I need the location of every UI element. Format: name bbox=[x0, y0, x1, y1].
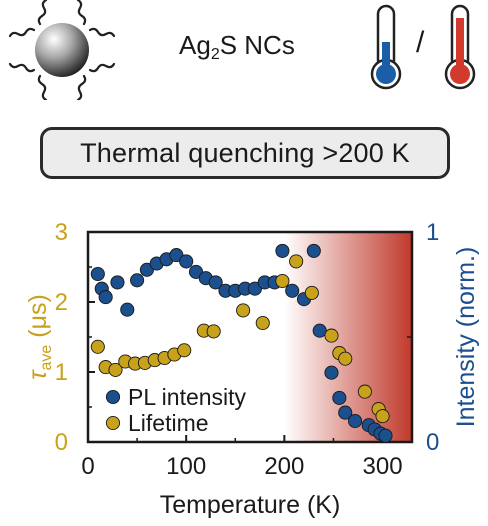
lifetime-point bbox=[236, 303, 251, 318]
pl-intensity-point bbox=[324, 365, 339, 380]
pl-intensity-point bbox=[312, 323, 327, 338]
y-left-axis-title: τave (μs) bbox=[24, 294, 55, 380]
pl-intensity-point bbox=[338, 405, 353, 420]
pl-intensity-point bbox=[120, 302, 135, 317]
lifetime-point bbox=[357, 384, 372, 399]
pl-intensity-point bbox=[169, 248, 184, 263]
x-tick-label: 200 bbox=[264, 453, 304, 480]
lifetime-point bbox=[90, 339, 105, 354]
material-label: Ag2S NCs bbox=[179, 30, 295, 63]
hot-thermometer-icon bbox=[444, 4, 476, 90]
y-left-tick-label: 2 bbox=[55, 289, 68, 316]
pl-intensity-point bbox=[98, 290, 113, 305]
pl-intensity-point bbox=[247, 281, 262, 296]
y-right-tick-label: 0 bbox=[426, 429, 439, 456]
x-tick-label: 0 bbox=[81, 453, 94, 480]
x-axis-title: Temperature (K) bbox=[160, 491, 341, 519]
lifetime-point bbox=[255, 315, 270, 331]
pl-intensity-point bbox=[90, 266, 105, 282]
legend-label: PL intensity bbox=[128, 384, 247, 410]
pl-intensity-point bbox=[188, 264, 204, 279]
y-left-tick-label: 1 bbox=[55, 359, 68, 386]
legend-label: Lifetime bbox=[128, 410, 209, 436]
pl-intensity-point bbox=[275, 243, 290, 258]
lifetime-point bbox=[338, 351, 353, 366]
lifetime-point bbox=[304, 285, 319, 300]
pl-intensity-point bbox=[179, 254, 194, 269]
x-tick-label: 300 bbox=[363, 453, 403, 480]
pl-intensity-point bbox=[332, 390, 347, 405]
pl-intensity-point bbox=[306, 243, 321, 258]
pl-intensity-point bbox=[285, 283, 300, 298]
y-right-axis-title: Intensity (norm.) bbox=[452, 247, 480, 428]
cold-thermometer-icon bbox=[370, 4, 402, 90]
lifetime-point bbox=[275, 273, 290, 289]
y-left-tick-label: 3 bbox=[55, 219, 68, 246]
lifetime-point bbox=[375, 409, 390, 424]
lifetime-point bbox=[206, 324, 221, 339]
pl-intensity-point bbox=[139, 262, 154, 277]
legend-marker bbox=[105, 389, 121, 405]
y-right-tick-label: 1 bbox=[426, 219, 439, 246]
lifetime-point bbox=[108, 362, 123, 377]
pl-intensity-point bbox=[208, 275, 223, 290]
lifetime-point bbox=[289, 254, 304, 269]
lifetime-point bbox=[177, 343, 192, 358]
y-left-tick-label: 0 bbox=[55, 429, 68, 456]
pl-intensity-point bbox=[110, 275, 125, 290]
lifetime-point bbox=[324, 328, 339, 343]
x-tick-label: 100 bbox=[166, 453, 206, 480]
pl-intensity-point bbox=[130, 273, 145, 288]
nanocrystal-with-ligands-icon bbox=[8, 0, 116, 100]
thermal-quenching-banner: Thermal quenching >200 K bbox=[40, 127, 450, 179]
thermometer-separator: / bbox=[416, 26, 425, 59]
legend-marker bbox=[105, 415, 121, 431]
pl-intensity-point bbox=[378, 428, 393, 443]
pl-intensity-point bbox=[348, 413, 363, 429]
